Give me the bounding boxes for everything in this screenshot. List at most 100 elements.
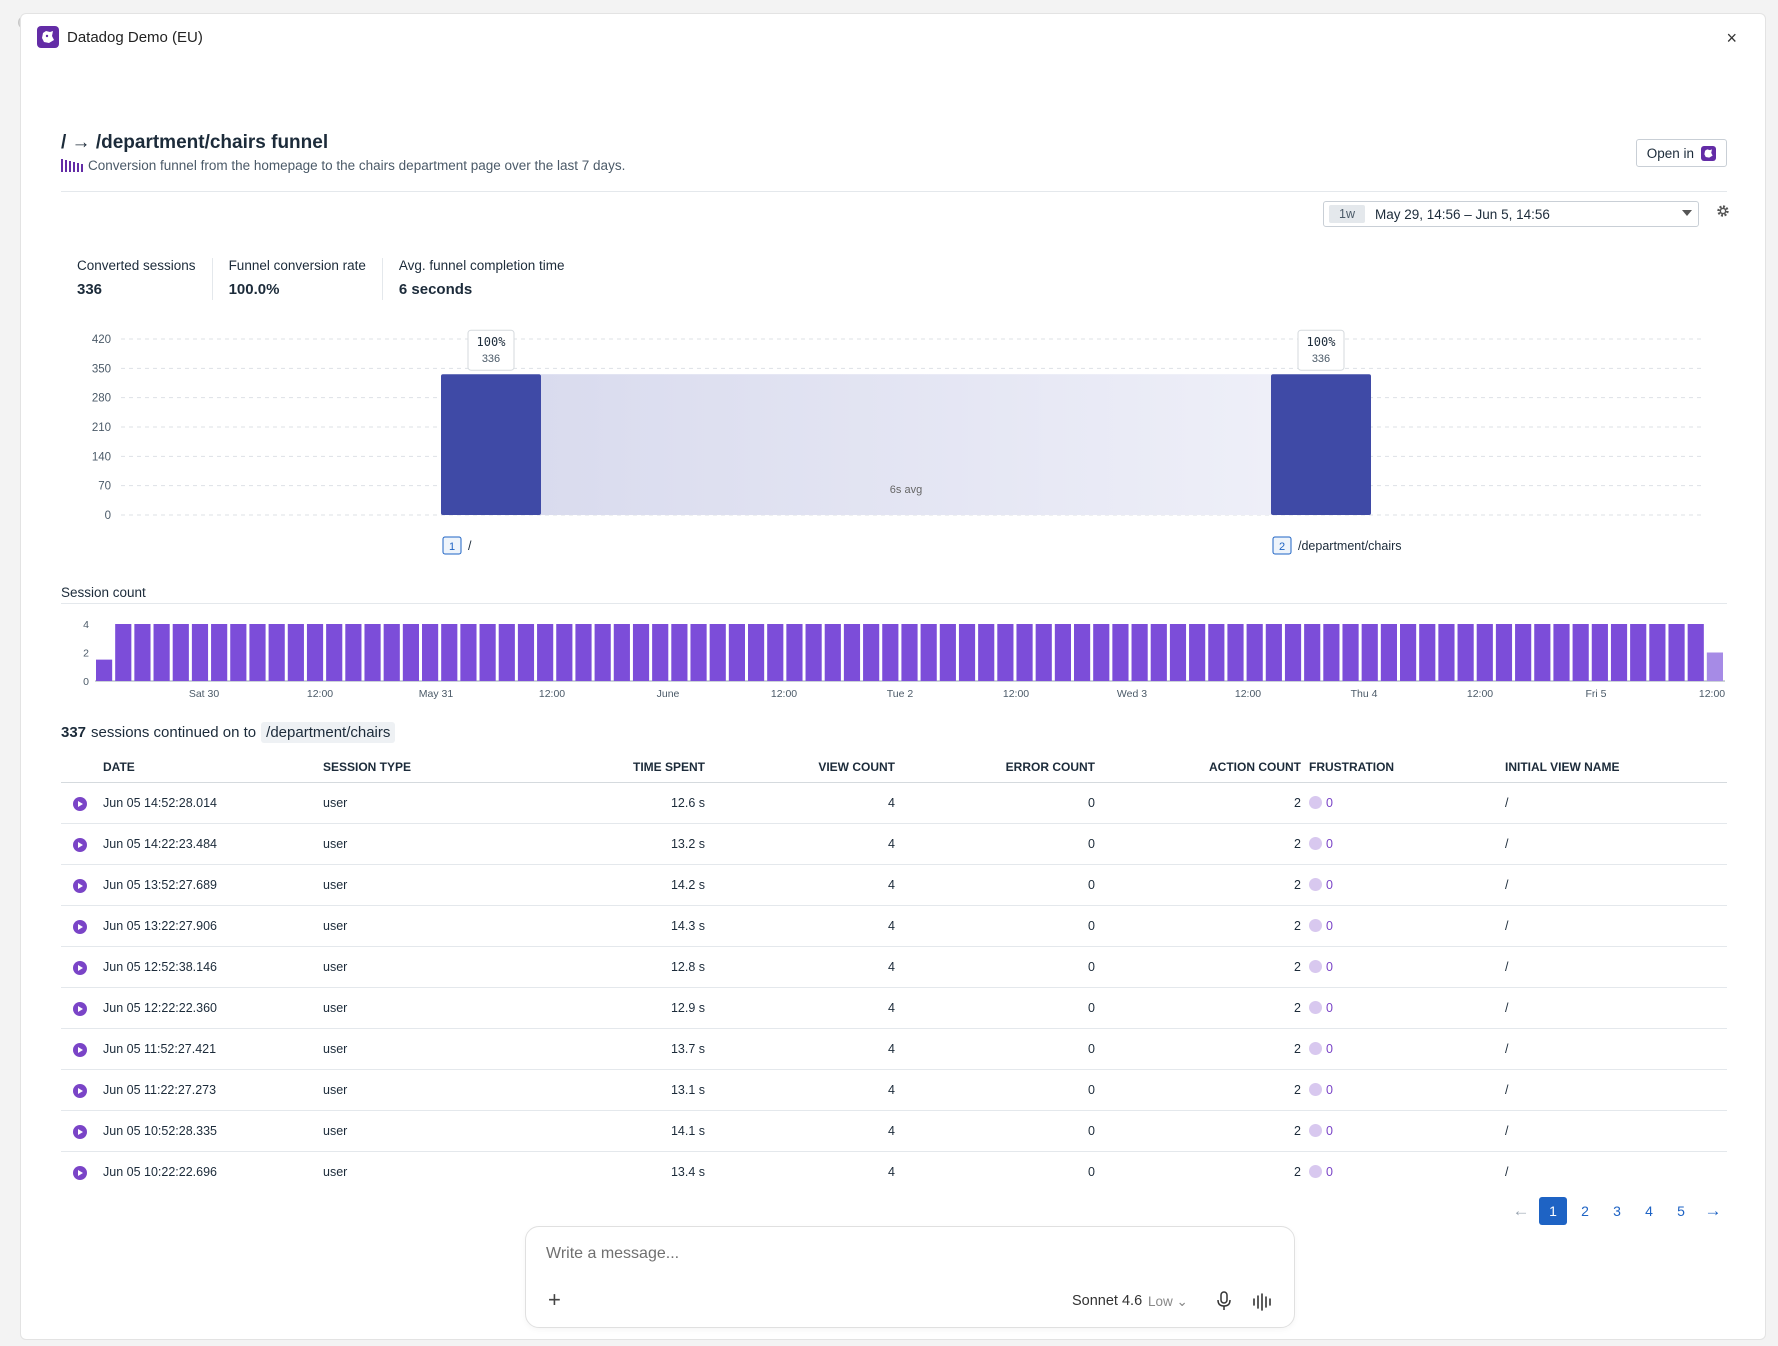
frustration-count: 0 <box>1326 877 1333 892</box>
frustration-count: 0 <box>1326 1000 1333 1015</box>
voice-mode-icon[interactable] <box>1252 1293 1274 1316</box>
datadog-icon <box>1701 145 1716 161</box>
play-icon[interactable] <box>73 837 87 852</box>
cell-date: Jun 05 10:52:28.335 <box>99 1110 319 1152</box>
page-4-button[interactable]: 4 <box>1645 1203 1653 1219</box>
column-header-action-count[interactable]: ACTION COUNT <box>1099 752 1305 783</box>
stat-converted-sessions: Converted sessions 336 <box>77 258 213 300</box>
session-count-bar <box>287 624 304 681</box>
session-count-bar <box>556 624 573 681</box>
play-icon[interactable] <box>73 1083 87 1098</box>
table-row[interactable]: Jun 05 11:52:27.421 user 13.7 s 4 0 2 0/ <box>61 1028 1727 1070</box>
cell-time-spent: 13.2 s <box>509 823 709 865</box>
time-range-picker[interactable]: 1w May 29, 14:56 – Jun 5, 14:56 <box>1323 201 1699 227</box>
frustration-count: 0 <box>1326 1164 1333 1179</box>
cell-session-type: user <box>319 782 509 824</box>
play-cell <box>61 782 99 824</box>
column-header-initial-view-name[interactable]: INITIAL VIEW NAME <box>1501 752 1727 783</box>
cell-session-type: user <box>319 946 509 988</box>
table-row[interactable]: Jun 05 10:22:22.696 user 13.4 s 4 0 2 0 / <box>61 1151 1727 1192</box>
session-count-chart: 4 2 0 Sat 30 12:00 May 31 12:00 June 12:00 Tue 2 1… <box>83 619 1725 700</box>
table-row[interactable]: Jun 05 12:52:38.146 user 12.8 s 4 0 2 0/ <box>61 946 1727 988</box>
column-header-frustration[interactable]: FRUSTRATION <box>1305 752 1501 783</box>
table-row[interactable]: Jun 05 10:52:28.335 user 14.1 s 4 0 2 0/ <box>61 1110 1727 1152</box>
frustration-count: 0 <box>1326 959 1333 974</box>
message-composer: + Sonnet 4.6 Low ⌄ <box>525 1226 1295 1328</box>
stat-value: 100.0% <box>228 281 280 298</box>
divider <box>61 603 1727 604</box>
cell-session-type: user <box>319 1028 509 1070</box>
play-icon[interactable] <box>73 960 87 975</box>
message-input[interactable] <box>546 1245 1246 1263</box>
next-page-arrow-icon[interactable]: → <box>1704 1201 1722 1220</box>
cell-frustration: 0 <box>1305 905 1501 947</box>
table-row[interactable]: Jun 05 14:22:23.484 user 13.2 s 4 0 2 0/ <box>61 823 1727 865</box>
close-icon[interactable]: × <box>1726 28 1737 48</box>
play-icon[interactable] <box>73 1124 87 1139</box>
session-count-bar <box>748 624 765 681</box>
pagination: ← 1 2 3 4 5 → <box>1507 1197 1727 1225</box>
page-description: Conversion funnel from the homepage to t… <box>61 158 625 173</box>
cell-initial-view-name: / <box>1501 987 1727 1029</box>
session-count-bar <box>767 624 784 681</box>
table-row[interactable]: Jun 05 14:52:28.014 user 12.6 s 4 0 2 0/ <box>61 782 1727 824</box>
column-header-date[interactable]: DATE <box>99 752 319 783</box>
session-count-bar <box>1342 624 1359 681</box>
frustration-face-icon <box>1309 1124 1322 1137</box>
session-count-bar <box>1284 624 1302 681</box>
y-tick-label: 420 <box>92 334 111 346</box>
step-number: 1 <box>449 541 455 553</box>
cell-error-count: 0 <box>899 905 1099 947</box>
frustration-count: 0 <box>1326 918 1333 933</box>
cell-date: Jun 05 11:52:27.421 <box>99 1028 319 1070</box>
play-icon[interactable] <box>73 796 87 811</box>
page-3-button[interactable]: 3 <box>1613 1203 1621 1219</box>
session-count-bar <box>96 659 113 681</box>
cell-error-count: 0 <box>899 987 1099 1029</box>
cell-error-count: 0 <box>1088 1164 1095 1179</box>
play-icon[interactable] <box>73 878 87 893</box>
prev-page-arrow-icon[interactable]: ← <box>1512 1201 1530 1220</box>
session-count-bar <box>1400 624 1417 681</box>
play-icon[interactable] <box>73 1165 87 1180</box>
session-count-bar <box>594 624 611 681</box>
table-row[interactable]: Jun 05 12:22:22.360 user 12.9 s 4 0 2 0/ <box>61 987 1727 1029</box>
play-icon[interactable] <box>73 1001 87 1016</box>
cell-action-count: 2 <box>1099 1069 1305 1111</box>
cell-date: Jun 05 13:22:27.906 <box>99 905 319 947</box>
frustration-badge: 0 <box>1309 796 1333 810</box>
x-tick-label: 12:00 <box>1003 688 1029 700</box>
column-header-view-count[interactable]: VIEW COUNT <box>709 752 899 783</box>
frustration-badge: 0 <box>1309 878 1333 892</box>
play-icon[interactable] <box>73 919 87 934</box>
continued-count: 337 <box>61 724 87 741</box>
table-row[interactable]: Jun 05 13:52:27.689 user 14.2 s 4 0 2 0/ <box>61 864 1727 906</box>
session-count-bar <box>1380 624 1397 681</box>
session-count-bar <box>498 624 515 681</box>
model-selector[interactable]: Sonnet 4.6 <box>1072 1293 1143 1309</box>
column-header-time-spent[interactable]: TIME SPENT <box>509 752 709 783</box>
cell-error-count: 0 <box>899 1069 1099 1111</box>
effort-selector[interactable]: Low ⌄ <box>1148 1294 1188 1309</box>
page-2-button[interactable]: 2 <box>1581 1203 1589 1219</box>
open-in-datadog-button[interactable]: Open in <box>1635 139 1727 167</box>
y-tick-label: 2 <box>83 648 89 660</box>
play-icon[interactable] <box>73 1042 87 1057</box>
gear-icon[interactable] <box>1716 204 1730 222</box>
session-count-bar <box>1131 624 1148 681</box>
cell-error-count: 0 <box>899 823 1099 865</box>
plus-icon[interactable]: + <box>548 1287 561 1312</box>
page-1-button[interactable]: 1 <box>1539 1197 1567 1225</box>
session-count-bar <box>939 624 956 681</box>
column-header-session-type[interactable]: SESSION TYPE <box>319 752 509 783</box>
cell-time-spent: 13.1 s <box>509 1069 709 1111</box>
table-row[interactable]: Jun 05 11:22:27.273 user 13.1 s 4 0 2 0/ <box>61 1069 1727 1111</box>
y-tick-label: 70 <box>98 481 111 493</box>
column-header-error-count[interactable]: ERROR COUNT <box>899 752 1099 783</box>
page-5-button[interactable]: 5 <box>1677 1203 1685 1219</box>
table-row[interactable]: Jun 05 13:22:27.906 user 14.3 s 4 0 2 0/ <box>61 905 1727 947</box>
cell-view-count: 4 <box>709 864 899 906</box>
session-count-bar <box>1610 624 1628 681</box>
play-cell <box>61 946 99 988</box>
microphone-icon[interactable] <box>1216 1291 1232 1316</box>
